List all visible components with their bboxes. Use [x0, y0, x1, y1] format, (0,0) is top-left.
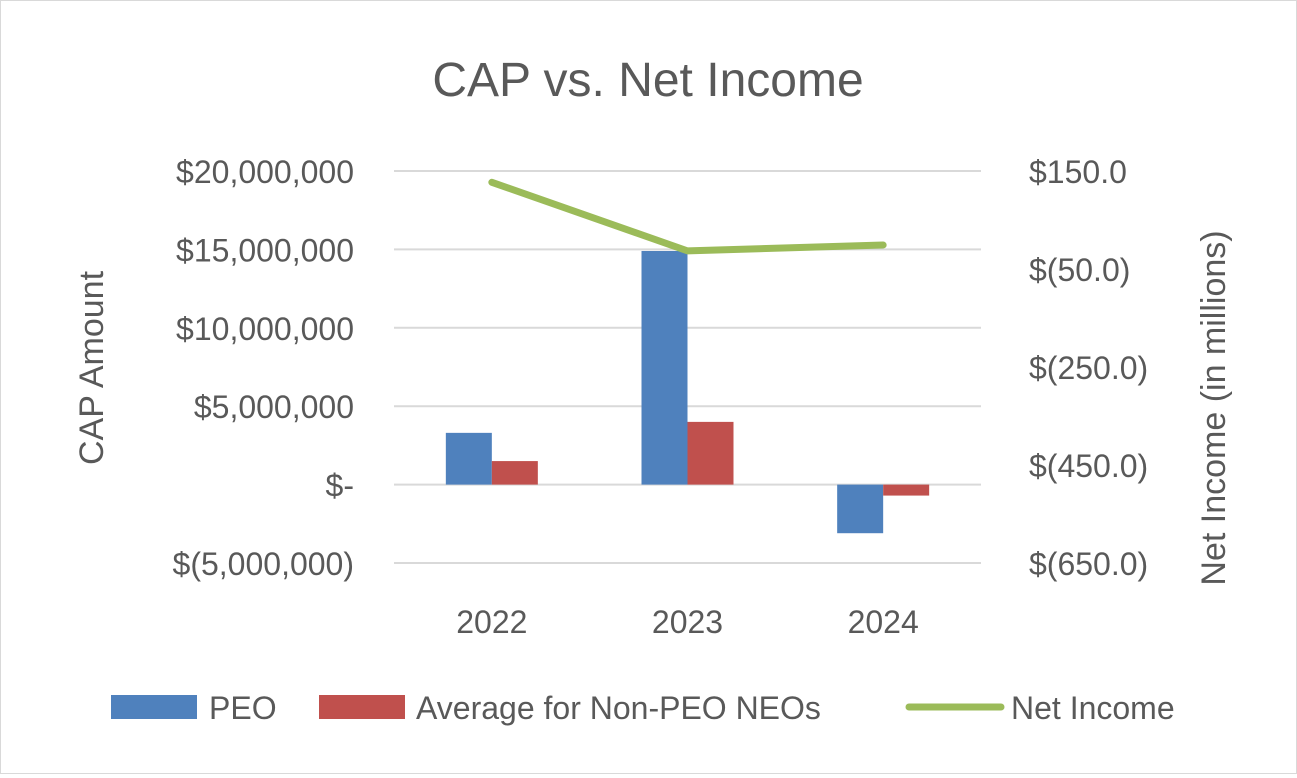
left-tick-label: $15,000,000 [176, 232, 354, 268]
left-tick-label: $5,000,000 [194, 389, 354, 425]
left-axis-label: CAP Amount [73, 270, 111, 465]
bar-average-for-non-peo-neos-2023 [688, 422, 734, 485]
legend: PEO Average for Non-PEO NEOs Net Income [111, 690, 1175, 726]
left-tick-label: $(5,000,000) [173, 546, 354, 582]
right-tick-label: $(450.0) [1029, 448, 1148, 484]
legend-label-net-income: Net Income [1011, 690, 1175, 726]
x-tick-label: 2023 [652, 604, 723, 640]
line-series [492, 182, 884, 251]
legend-swatch-peo [111, 695, 197, 719]
bar-average-for-non-peo-neos-2024 [883, 485, 929, 496]
bar-peo-2024 [837, 485, 883, 534]
bar-peo-2023 [642, 251, 688, 485]
right-tick-label: $(250.0) [1029, 350, 1148, 386]
left-tick-label: $- [326, 468, 354, 504]
right-tick-label: $150.0 [1029, 154, 1127, 190]
legend-label-average-for-non-peo-neos: Average for Non-PEO NEOs [416, 690, 821, 726]
left-tick-label: $20,000,000 [176, 154, 354, 190]
legend-label-peo: PEO [209, 690, 277, 726]
bar-average-for-non-peo-neos-2022 [492, 461, 538, 485]
right-axis-label: Net Income (in millions) [1195, 230, 1233, 585]
x-axis: 2022 2023 2024 [456, 604, 919, 640]
chart-title: CAP vs. Net Income [432, 54, 863, 107]
x-tick-label: 2022 [456, 604, 527, 640]
x-tick-label: 2024 [848, 604, 919, 640]
bar-peo-2022 [446, 433, 492, 485]
right-tick-label: $(650.0) [1029, 546, 1148, 582]
net-income-line [492, 182, 883, 251]
left-tick-label: $10,000,000 [176, 311, 354, 347]
bar-series [446, 251, 929, 533]
right-axis: $150.0 $(50.0) $(250.0) $(450.0) $(650.0) [1029, 154, 1148, 582]
left-axis: $20,000,000 $15,000,000 $10,000,000 $5,000,… [173, 154, 354, 582]
right-tick-label: $(50.0) [1029, 252, 1130, 288]
legend-swatch-average-for-non-peo-neos [319, 695, 405, 719]
